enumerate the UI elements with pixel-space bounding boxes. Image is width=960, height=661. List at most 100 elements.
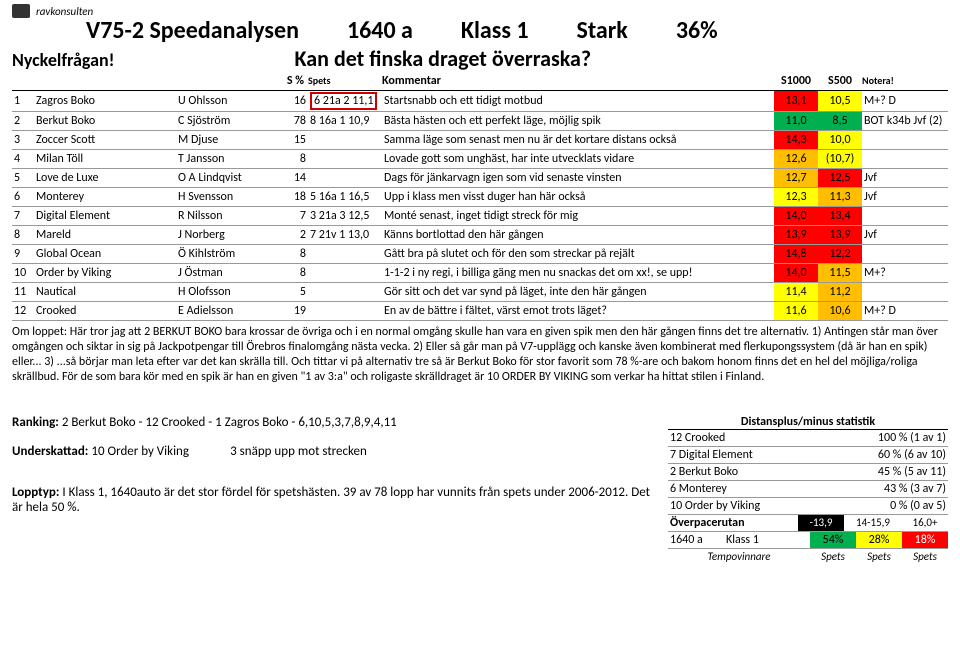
column-header: S % Spets Kommentar S1000 S500 Notera! [12, 72, 948, 91]
row-spets: 6 21a 2 11,1 [308, 91, 382, 112]
row-driver: C Sjöström [176, 112, 274, 131]
row-note [862, 245, 948, 264]
row-note [862, 131, 948, 150]
header-klass: Klass 1 [461, 16, 529, 45]
row-komm: Gör sitt och det var synd på läget, inte… [382, 283, 774, 302]
row-s1000: 14,8 [774, 245, 818, 264]
row-spct: 78 [274, 112, 308, 131]
header-pct: 36% [676, 16, 718, 45]
row-driver: T Jansson [176, 150, 274, 169]
row-note: Jvf [862, 226, 948, 245]
row-note: Jvf [862, 188, 948, 207]
ranking-text: 2 Berkut Boko - 12 Crooked - 1 Zagros Bo… [62, 415, 397, 430]
row-s500: 11,3 [818, 188, 862, 207]
row-komm: En av de bättre i fältet, värst emot tro… [382, 302, 774, 321]
row-s500: 11,5 [818, 264, 862, 283]
row-horse: Milan Töll [34, 150, 176, 169]
col-note: Notera! [862, 74, 948, 88]
row-num: 5 [12, 169, 34, 188]
header: V75-2 Speedanalysen 1640 a Klass 1 Stark… [12, 16, 948, 45]
row-spets: 5 16a 1 16,5 [308, 188, 382, 207]
row-num: 4 [12, 150, 34, 169]
row-driver: R Nilsson [176, 207, 274, 226]
row-driver: H Svensson [176, 188, 274, 207]
row-s1000: 11,0 [774, 112, 818, 131]
over-b: 14-15,9 [844, 515, 902, 531]
row-note: M+? D [862, 302, 948, 321]
row-driver: Ö Kihlström [176, 245, 274, 264]
row-spets [308, 131, 382, 150]
horse-table: 1Zagros BokoU Ohlsson166 21a 2 11,1Start… [12, 91, 948, 321]
row-s500: 8,5 [818, 112, 862, 131]
row-num: 8 [12, 226, 34, 245]
row-num: 10 [12, 264, 34, 283]
header-start: Stark [577, 16, 628, 45]
row-horse: Zoccer Scott [34, 131, 176, 150]
stats-val: 45 % (5 av 11) [878, 465, 946, 479]
lopptyp: Lopptyp: I Klass 1, 1640auto är det stor… [12, 485, 650, 515]
row-komm: Dags för jänkarvagn igen som vid senaste… [382, 169, 774, 188]
tempo-b: Spets [810, 549, 856, 564]
row-num: 11 [12, 283, 34, 302]
klass-d: 28% [856, 532, 902, 548]
stats-name: 6 Monterey [670, 482, 727, 496]
row-horse: Monterey [34, 188, 176, 207]
row-s500: 13,4 [818, 207, 862, 226]
under-horse: 10 Order by Viking [91, 444, 189, 459]
row-num: 9 [12, 245, 34, 264]
over-a: -13,9 [798, 515, 844, 531]
row-spct: 8 [274, 264, 308, 283]
underskattad: Underskattad: 10 Order by Viking 3 snäpp… [12, 444, 650, 459]
row-horse: Zagros Boko [34, 91, 176, 112]
row-note: M+? [862, 264, 948, 283]
row-driver: H Olofsson [176, 283, 274, 302]
row-horse: Digital Element [34, 207, 176, 226]
row-spets: 8 16a 1 10,9 [308, 112, 382, 131]
table-row: 10Order by VikingJ Östman81-1-2 i ny reg… [12, 264, 948, 283]
nyckel-question: Kan det finska draget överraska? [295, 45, 592, 72]
row-komm: Upp i klass men visst duger han här ocks… [382, 188, 774, 207]
row-komm: 1-1-2 i ny regi, i billiga gäng men nu s… [382, 264, 774, 283]
row-s1000: 11,6 [774, 302, 818, 321]
tempo-label: Tempovinnare [668, 549, 810, 564]
row-s500: (10,7) [818, 150, 862, 169]
row-driver: M Djuse [176, 131, 274, 150]
table-row: 8MareldJ Norberg27 21v 1 13,0Känns bortl… [12, 226, 948, 245]
klass-b: Klass 1 [724, 532, 810, 548]
row-driver: J Östman [176, 264, 274, 283]
row-s1000: 13,9 [774, 226, 818, 245]
row-spct: 14 [274, 169, 308, 188]
table-row: 9Global OceanÖ Kihlström8Gått bra på slu… [12, 245, 948, 264]
klass-row: 1640 a Klass 1 54% 28% 18% [668, 532, 948, 549]
row-spets [308, 264, 382, 283]
row-note [862, 283, 948, 302]
om-loppet: Om loppet: Här tror jag att 2 BERKUT BOK… [12, 325, 948, 385]
row-s1000: 13,1 [774, 91, 818, 112]
stats-val: 60 % (6 av 10) [878, 448, 946, 462]
lopptyp-label: Lopptyp: [12, 485, 59, 500]
table-row: 5Love de LuxeO A Lindqvist14Dags för jän… [12, 169, 948, 188]
row-horse: Crooked [34, 302, 176, 321]
stats-val: 43 % (3 av 7) [884, 482, 946, 496]
row-spets [308, 169, 382, 188]
row-komm: Monté senast, inget tidigt streck för mi… [382, 207, 774, 226]
klass-a: 1640 a [668, 532, 724, 548]
row-spct: 2 [274, 226, 308, 245]
under-label: Underskattad: [12, 444, 88, 459]
row-horse: Love de Luxe [34, 169, 176, 188]
stats-row: 7 Digital Element60 % (6 av 10) [668, 447, 948, 464]
stats-box: Distansplus/minus statistik 12 Crooked10… [668, 415, 948, 564]
stats-val: 0 % (0 av 5) [890, 499, 946, 513]
row-spets: 3 21a 3 12,5 [308, 207, 382, 226]
row-s500: 10,5 [818, 91, 862, 112]
klass-c: 54% [810, 532, 856, 548]
stats-row: 2 Berkut Boko45 % (5 av 11) [668, 464, 948, 481]
row-num: 6 [12, 188, 34, 207]
row-driver: J Norberg [176, 226, 274, 245]
row-komm: Bästa hästen och ett perfekt läge, möjli… [382, 112, 774, 131]
stats-name: 12 Crooked [670, 431, 725, 445]
row-horse: Nautical [34, 283, 176, 302]
row-num: 12 [12, 302, 34, 321]
klass-e: 18% [902, 532, 948, 548]
table-row: 2Berkut BokoC Sjöström788 16a 1 10,9Bäst… [12, 112, 948, 131]
